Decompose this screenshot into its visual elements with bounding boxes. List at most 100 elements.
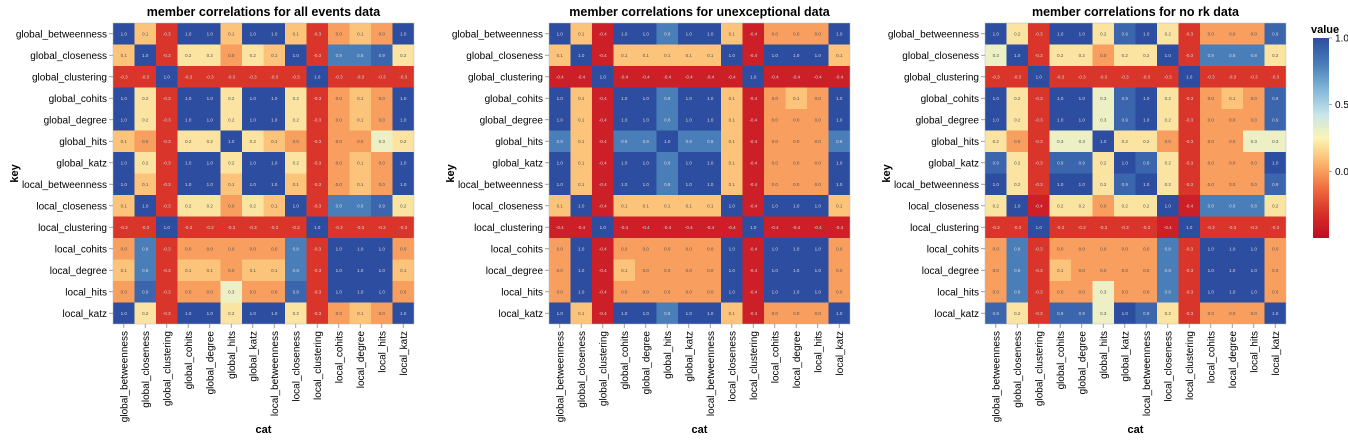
heatmap-cell <box>1157 23 1179 45</box>
heatmap-cell <box>592 302 614 324</box>
cell-value-label: -0.3 <box>1035 96 1043 101</box>
heatmap-cell <box>1092 109 1114 131</box>
heatmap-cell <box>371 152 393 174</box>
cell-value-label: 0.9 <box>1079 160 1086 165</box>
cell-value-label: -0.3 <box>1035 246 1043 251</box>
heatmap-cell <box>635 130 657 152</box>
heatmap-cell <box>785 173 807 195</box>
cell-value-label: -0.3 <box>992 225 1000 230</box>
cell-value-label: -0.4 <box>663 225 671 230</box>
heatmap-cell <box>1092 130 1114 152</box>
heatmap-cell <box>349 195 371 217</box>
heatmap-cell <box>785 23 807 45</box>
heatmap-cell <box>1243 130 1265 152</box>
cell-value-label: 0.1 <box>729 311 736 316</box>
heatmap-cell <box>371 66 393 88</box>
heatmap-cell <box>371 44 393 66</box>
heatmap-cell <box>220 109 242 131</box>
cell-value-label: -0.3 <box>313 311 321 316</box>
cell-value-label: -0.3 <box>163 96 171 101</box>
heatmap-cell <box>785 302 807 324</box>
heatmap-cell <box>1114 109 1136 131</box>
cell-value-label: 0.2 <box>293 311 300 316</box>
heatmap-cell <box>1071 238 1093 260</box>
y-tick-label: global_betweenness <box>888 29 979 40</box>
cell-value-label: 0.0 <box>228 268 235 273</box>
x-tick-label: global_closeness <box>577 331 588 408</box>
cell-value-label: -0.3 <box>1142 74 1150 79</box>
cell-value-label: 0.1 <box>357 160 364 165</box>
heatmap-cell <box>549 216 571 238</box>
heatmap-cell <box>1221 152 1243 174</box>
heatmap-cell <box>1114 66 1136 88</box>
cell-value-label: 1.0 <box>557 311 564 316</box>
heatmap-cell <box>349 216 371 238</box>
cell-value-label: 1.0 <box>578 203 585 208</box>
cell-value-label: 0.0 <box>793 160 800 165</box>
cell-value-label: 1.0 <box>1229 268 1236 273</box>
heatmap-cell <box>699 109 721 131</box>
heatmap-cell <box>1006 238 1028 260</box>
heatmap-cell <box>134 109 156 131</box>
legend-tick-label: 1.0 <box>1335 34 1348 45</box>
cell-value-label: -0.3 <box>1121 74 1129 79</box>
cell-value-label: 0.0 <box>1251 96 1258 101</box>
cell-value-label: 1.0 <box>729 246 736 251</box>
grid-frame <box>984 22 1287 325</box>
heatmap-cell <box>177 130 199 152</box>
heatmap-cell <box>635 173 657 195</box>
cell-value-label: 0.2 <box>993 139 1000 144</box>
y-tick-label: local_katz <box>935 309 979 320</box>
cell-value-label: 1.0 <box>207 31 214 36</box>
cell-value-label: 1.0 <box>729 289 736 294</box>
heatmap-cell <box>1221 195 1243 217</box>
heatmap-cell <box>371 23 393 45</box>
cell-value-label: 0.0 <box>772 117 779 122</box>
cell-value-label: 0.1 <box>729 117 736 122</box>
heatmap-cell <box>549 302 571 324</box>
cell-value-label: 0.2 <box>1014 117 1021 122</box>
cell-value-label: 0.1 <box>271 203 278 208</box>
cell-value-label: 0.0 <box>793 311 800 316</box>
y-tick-label: global_hits <box>59 137 107 148</box>
heatmap-cell <box>285 87 307 109</box>
heatmap-cell <box>699 259 721 281</box>
cell-value-label: 0.0 <box>815 117 822 122</box>
heatmap-cell <box>1178 195 1200 217</box>
heatmap-cell <box>985 173 1007 195</box>
heatmap-cell <box>1243 259 1265 281</box>
cell-value-label: 0.0 <box>293 139 300 144</box>
cell-value-label: 0.1 <box>664 53 671 58</box>
heatmap-cell <box>807 44 829 66</box>
x-tick-label: local_closeness <box>727 331 738 402</box>
heatmap-cell <box>721 238 743 260</box>
heatmap-cell <box>392 281 414 303</box>
cell-value-label: -0.3 <box>1185 31 1193 36</box>
cell-value-label: -0.3 <box>356 225 364 230</box>
heatmap-cell <box>592 195 614 217</box>
cell-value-label: -0.3 <box>227 74 235 79</box>
cell-value-label: -0.3 <box>1250 74 1258 79</box>
cell-value-label: 0.9 <box>1079 311 1086 316</box>
heatmap-cell <box>828 152 850 174</box>
cell-value-label: 1.0 <box>1229 289 1236 294</box>
heatmap-cell <box>764 216 786 238</box>
heatmap-cell <box>156 302 178 324</box>
cell-value-label: 1.0 <box>314 225 321 230</box>
cell-value-label: 0.0 <box>772 160 779 165</box>
cell-value-label: 0.0 <box>557 289 564 294</box>
cell-value-label: 1.0 <box>1208 246 1215 251</box>
cell-value-label: 0.1 <box>207 268 214 273</box>
cell-value-label: 0.0 <box>142 139 149 144</box>
cell-value-label: 0.0 <box>557 246 564 251</box>
heatmap-cell <box>570 216 592 238</box>
heatmap-cell <box>113 173 135 195</box>
heatmap-cell <box>1135 173 1157 195</box>
heatmap-cell <box>985 109 1007 131</box>
cell-value-label: 0.1 <box>729 182 736 187</box>
cell-value-label: -0.4 <box>663 74 671 79</box>
panel-title: member correlations for no rk data <box>1032 5 1240 19</box>
x-tick-label: global_degree <box>641 331 652 395</box>
y-tick-label: local_cohits <box>927 244 979 255</box>
heatmap-cell <box>1049 66 1071 88</box>
